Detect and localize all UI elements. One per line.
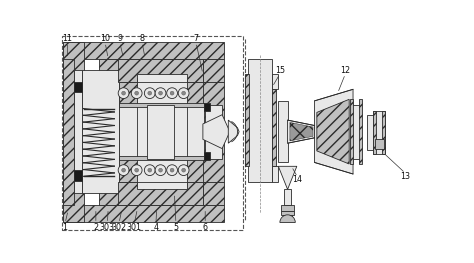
Circle shape bbox=[182, 91, 185, 95]
Text: 14: 14 bbox=[292, 175, 302, 184]
Bar bbox=[283, 215, 292, 219]
Bar bbox=[74, 170, 82, 181]
Text: 10: 10 bbox=[100, 34, 110, 43]
Bar bbox=[119, 103, 204, 107]
Wedge shape bbox=[280, 215, 295, 222]
Bar bbox=[63, 42, 225, 58]
Bar bbox=[359, 99, 362, 164]
Bar bbox=[383, 111, 385, 154]
Circle shape bbox=[131, 88, 142, 99]
Bar bbox=[272, 166, 278, 182]
Circle shape bbox=[118, 165, 129, 175]
Text: 9: 9 bbox=[117, 34, 122, 43]
Polygon shape bbox=[315, 89, 353, 174]
Bar bbox=[62, 36, 243, 230]
Text: 12: 12 bbox=[340, 65, 350, 74]
Circle shape bbox=[122, 168, 126, 172]
Bar bbox=[272, 89, 276, 166]
Bar bbox=[82, 70, 119, 193]
Text: 6: 6 bbox=[203, 223, 208, 232]
Bar bbox=[137, 74, 188, 82]
Circle shape bbox=[167, 88, 177, 99]
Bar bbox=[204, 153, 210, 160]
Bar bbox=[247, 58, 272, 182]
Circle shape bbox=[155, 88, 166, 99]
Circle shape bbox=[155, 165, 166, 175]
Polygon shape bbox=[278, 166, 297, 189]
Bar bbox=[284, 189, 292, 205]
Bar bbox=[119, 156, 204, 160]
Text: 303: 303 bbox=[100, 223, 115, 232]
Bar bbox=[373, 111, 385, 154]
Bar bbox=[147, 105, 174, 159]
Bar bbox=[99, 58, 207, 82]
Circle shape bbox=[135, 91, 138, 95]
Bar bbox=[118, 182, 203, 205]
Text: 8: 8 bbox=[139, 34, 145, 43]
Bar bbox=[118, 58, 203, 82]
Bar bbox=[282, 211, 294, 215]
Text: 5: 5 bbox=[173, 223, 179, 232]
Circle shape bbox=[182, 168, 185, 172]
Circle shape bbox=[118, 88, 129, 99]
Polygon shape bbox=[290, 122, 313, 141]
Bar bbox=[205, 105, 222, 159]
Polygon shape bbox=[288, 120, 315, 143]
Bar bbox=[352, 105, 361, 159]
Bar bbox=[74, 82, 82, 92]
Circle shape bbox=[167, 165, 177, 175]
Circle shape bbox=[145, 88, 155, 99]
Bar bbox=[119, 105, 204, 159]
Bar bbox=[278, 101, 288, 163]
Polygon shape bbox=[203, 115, 230, 149]
Bar bbox=[63, 42, 84, 222]
Bar bbox=[282, 205, 294, 211]
Text: 301: 301 bbox=[127, 223, 142, 232]
Circle shape bbox=[145, 165, 155, 175]
Bar bbox=[367, 115, 374, 150]
Text: 13: 13 bbox=[401, 172, 410, 181]
Bar bbox=[74, 70, 82, 193]
Circle shape bbox=[122, 91, 126, 95]
Bar bbox=[203, 182, 225, 205]
Circle shape bbox=[159, 168, 163, 172]
Circle shape bbox=[148, 91, 152, 95]
Text: 1: 1 bbox=[63, 223, 68, 232]
Bar bbox=[119, 82, 204, 105]
Circle shape bbox=[178, 88, 189, 99]
Bar bbox=[374, 139, 384, 149]
Circle shape bbox=[170, 168, 174, 172]
Circle shape bbox=[178, 165, 189, 175]
Circle shape bbox=[170, 91, 174, 95]
Bar bbox=[350, 99, 353, 164]
Bar bbox=[272, 74, 278, 89]
Circle shape bbox=[159, 91, 163, 95]
Circle shape bbox=[131, 165, 142, 175]
Bar bbox=[203, 82, 225, 182]
Text: 4: 4 bbox=[154, 223, 158, 232]
Bar bbox=[245, 74, 249, 166]
Bar bbox=[99, 182, 207, 205]
Bar bbox=[137, 182, 188, 189]
Polygon shape bbox=[228, 120, 239, 143]
Text: 15: 15 bbox=[275, 65, 285, 74]
Bar bbox=[203, 58, 225, 82]
Bar bbox=[373, 111, 376, 154]
Text: 11: 11 bbox=[63, 34, 73, 43]
Bar bbox=[63, 58, 74, 205]
Bar bbox=[137, 78, 188, 186]
Text: 7: 7 bbox=[193, 34, 199, 43]
Bar bbox=[63, 205, 225, 222]
Text: 2: 2 bbox=[93, 223, 99, 232]
Bar bbox=[204, 103, 210, 111]
Circle shape bbox=[135, 168, 138, 172]
Text: 302: 302 bbox=[111, 223, 127, 232]
Bar bbox=[119, 159, 204, 182]
Polygon shape bbox=[317, 99, 349, 164]
Circle shape bbox=[148, 168, 152, 172]
